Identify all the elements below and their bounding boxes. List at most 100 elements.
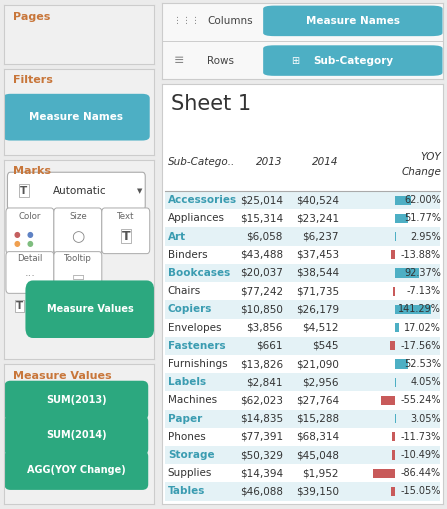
Text: Machines: Machines [168, 395, 217, 406]
Bar [165, 373, 440, 391]
Text: $45,048: $45,048 [296, 450, 339, 460]
Bar [165, 337, 440, 355]
Text: Marks: Marks [13, 166, 51, 176]
Text: $38,544: $38,544 [296, 268, 339, 278]
Text: Labels: Labels [168, 377, 206, 387]
Text: $40,524: $40,524 [296, 195, 339, 205]
Bar [165, 483, 440, 500]
Text: T: T [122, 230, 130, 243]
Text: Paper: Paper [168, 414, 202, 423]
Text: -10.49%: -10.49% [401, 450, 441, 460]
Text: $545: $545 [312, 341, 339, 351]
Text: $27,764: $27,764 [296, 395, 339, 406]
Text: $6,058: $6,058 [246, 232, 283, 242]
Text: $13,826: $13,826 [240, 359, 283, 369]
Bar [392, 450, 395, 460]
FancyBboxPatch shape [8, 172, 145, 210]
Bar [165, 300, 440, 319]
Text: Sub-Category: Sub-Category [313, 55, 393, 66]
Text: ●: ● [13, 230, 20, 239]
Text: 92.37%: 92.37% [404, 268, 441, 278]
Text: Furnishings: Furnishings [168, 359, 228, 369]
Bar [395, 195, 411, 205]
Text: -11.73%: -11.73% [401, 432, 441, 442]
Text: Accessories: Accessories [168, 195, 237, 205]
Text: Filters: Filters [13, 75, 53, 85]
Text: $37,453: $37,453 [296, 250, 339, 260]
Text: Storage: Storage [168, 450, 215, 460]
Text: -15.05%: -15.05% [401, 487, 441, 496]
Bar [381, 396, 395, 405]
Text: $23,241: $23,241 [296, 213, 339, 223]
Text: $46,088: $46,088 [240, 487, 283, 496]
Text: Rows: Rows [207, 55, 234, 66]
Bar [165, 228, 440, 246]
Text: Binders: Binders [168, 250, 207, 260]
Bar [165, 446, 440, 464]
Text: ●: ● [27, 230, 33, 239]
Text: $50,329: $50,329 [240, 450, 283, 460]
Bar [395, 378, 396, 387]
Text: Measure Names: Measure Names [30, 112, 123, 122]
Bar [165, 410, 440, 428]
Text: ▭: ▭ [71, 269, 84, 284]
Text: ▼: ▼ [136, 188, 142, 194]
Text: ●: ● [13, 239, 20, 248]
Text: Phones: Phones [168, 432, 206, 442]
Bar [395, 305, 431, 314]
Text: Pages: Pages [13, 12, 51, 22]
Text: $71,735: $71,735 [296, 286, 339, 296]
Text: $15,288: $15,288 [296, 414, 339, 423]
Text: Envelopes: Envelopes [168, 323, 221, 332]
Text: 4.05%: 4.05% [410, 377, 441, 387]
Bar [165, 191, 440, 209]
Text: SUM(2014): SUM(2014) [46, 430, 107, 440]
Text: Copiers: Copiers [168, 304, 212, 315]
Text: Sheet 1: Sheet 1 [171, 95, 251, 115]
Text: Tables: Tables [168, 487, 205, 496]
FancyBboxPatch shape [3, 94, 150, 140]
Bar [391, 487, 395, 496]
Text: $10,850: $10,850 [240, 304, 283, 315]
FancyBboxPatch shape [25, 280, 154, 338]
Text: $77,242: $77,242 [240, 286, 283, 296]
Text: 2013: 2013 [256, 157, 283, 167]
Text: $3,856: $3,856 [246, 323, 283, 332]
Text: Measure Values: Measure Values [47, 304, 134, 314]
Text: $1,952: $1,952 [302, 468, 339, 478]
Text: ●: ● [27, 239, 33, 248]
Text: 2014: 2014 [312, 157, 339, 167]
Bar [395, 414, 396, 423]
Text: Chairs: Chairs [168, 286, 201, 296]
Text: Text: Text [117, 212, 135, 221]
Bar [395, 359, 409, 369]
FancyBboxPatch shape [54, 208, 102, 253]
Text: $6,237: $6,237 [302, 232, 339, 242]
Bar [395, 268, 419, 277]
Text: Fasteners: Fasteners [168, 341, 225, 351]
FancyBboxPatch shape [6, 251, 54, 293]
Text: $14,835: $14,835 [240, 414, 283, 423]
Text: Automatic: Automatic [53, 186, 106, 195]
Text: Measure Names: Measure Names [306, 16, 400, 26]
Bar [395, 323, 399, 332]
Text: $39,150: $39,150 [296, 487, 339, 496]
FancyBboxPatch shape [263, 45, 443, 76]
Text: $4,512: $4,512 [302, 323, 339, 332]
Text: Appliances: Appliances [168, 213, 225, 223]
Text: 17.02%: 17.02% [404, 323, 441, 332]
Bar [393, 287, 395, 296]
FancyBboxPatch shape [4, 451, 148, 490]
Text: ○: ○ [71, 229, 84, 244]
Text: ···: ··· [25, 271, 35, 281]
Text: Columns: Columns [207, 16, 253, 26]
Bar [373, 469, 395, 478]
Text: $2,841: $2,841 [246, 377, 283, 387]
Text: $25,014: $25,014 [240, 195, 283, 205]
Text: AGG(YOY Change): AGG(YOY Change) [27, 465, 126, 475]
Text: $26,179: $26,179 [296, 304, 339, 315]
Bar [395, 232, 396, 241]
Text: ≡: ≡ [173, 54, 184, 67]
Text: SUM(2013): SUM(2013) [46, 395, 107, 405]
Text: T: T [20, 186, 28, 195]
